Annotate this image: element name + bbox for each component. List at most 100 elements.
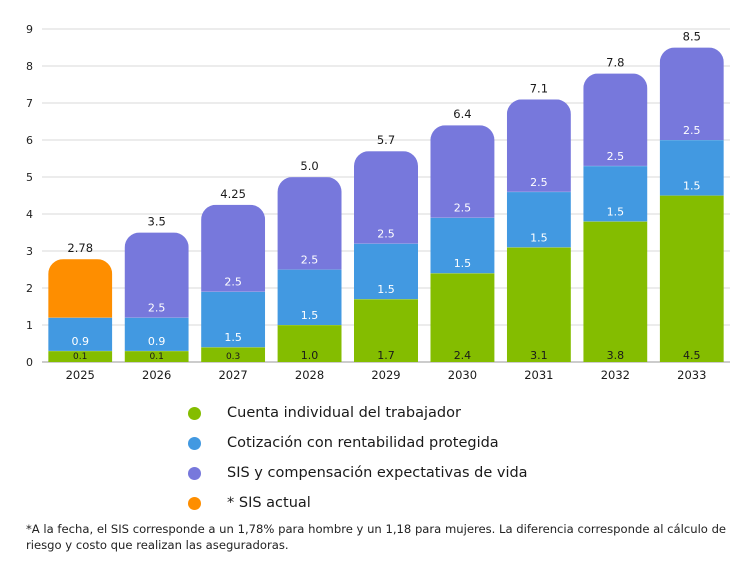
segment-value-label: 2.5 [148, 302, 166, 315]
bar-segment-cuenta [659, 195, 724, 362]
x-tick-label: 2026 [142, 368, 171, 382]
bar-segment-cotizacion [430, 217, 495, 274]
segment-value-label: 0.1 [150, 352, 164, 362]
y-tick-label: 0 [26, 356, 33, 369]
y-tick-label: 3 [26, 245, 33, 258]
segment-value-label: 2.5 [224, 276, 242, 289]
segment-value-label: 4.5 [683, 349, 701, 362]
y-tick-label: 6 [26, 134, 33, 147]
y-tick-label: 1 [26, 319, 33, 332]
legend-swatch-purple [188, 466, 201, 480]
bar-group-2026 [124, 232, 189, 362]
bar-segment-sis-compensacion [277, 177, 342, 270]
bar-segment-cotizacion [354, 243, 418, 300]
y-tick-label: 4 [26, 208, 33, 221]
segment-value-label: 0.9 [148, 335, 166, 348]
x-tick-label: 2025 [66, 368, 95, 382]
segment-value-label: 1.5 [607, 205, 625, 218]
x-tick-label: 2031 [524, 368, 553, 382]
segment-value-label: 2.4 [454, 349, 472, 362]
chart-legend: Cuenta individual del trabajador Cotizac… [188, 398, 528, 518]
bar-segment-sis-compensacion [430, 125, 495, 218]
x-tick-label: 2032 [601, 368, 630, 382]
y-tick-label: 2 [26, 282, 33, 295]
bar-total-label: 8.5 [683, 30, 701, 44]
bar-segment-sis-compensacion [201, 204, 266, 292]
bar-segment-cuenta [201, 347, 266, 362]
bar-segment-cuenta [583, 221, 648, 362]
bar-total-label: 7.8 [606, 55, 624, 69]
segment-value-label: 1.5 [301, 309, 319, 322]
segment-value-label: 3.1 [530, 349, 548, 362]
segment-value-label: 2.5 [377, 228, 395, 241]
bar-segment-cotizacion [201, 291, 266, 348]
legend-item-cotizacion: Cotización con rentabilidad protegida [188, 428, 528, 458]
bar-group-2027 [201, 204, 266, 362]
bar-segment-cotizacion [659, 140, 724, 196]
bar-group-2033 [659, 47, 724, 362]
legend-label: Cuenta individual del trabajador [227, 405, 461, 421]
bar-segment-cotizacion [48, 317, 113, 351]
bar-segment-sis-compensacion [583, 73, 648, 166]
bar-segment-sis-compensacion [354, 151, 418, 244]
bar-group-2032 [583, 73, 648, 362]
legend-swatch-green [188, 406, 201, 420]
bar-total-label: 6.4 [453, 107, 471, 121]
x-tick-label: 2028 [295, 368, 324, 382]
y-tick-label: 8 [26, 60, 33, 73]
segment-value-label: 0.1 [73, 352, 87, 362]
legend-swatch-orange [188, 496, 201, 510]
legend-swatch-blue [188, 436, 201, 450]
legend-label: SIS y compensación expectativas de vida [227, 465, 528, 481]
segment-value-label: 1.5 [683, 180, 701, 193]
legend-item-sis-actual: * SIS actual [188, 488, 528, 518]
segment-value-label: 1.5 [530, 231, 548, 244]
bar-group-2029 [354, 151, 418, 362]
segment-value-label: 2.5 [454, 202, 472, 215]
chart-bars: 0.1 0.9 2.78 0.1 0.9 2.5 3.5 0.3 1.5 2.5 4.25 1.0 1.… [48, 30, 724, 362]
bar-total-label: 5.0 [300, 159, 318, 173]
y-tick-label: 7 [26, 97, 33, 110]
bar-group-2028 [277, 177, 342, 362]
x-axis: 2025 2026 2027 2028 2029 2030 2031 2032 2033 [66, 368, 707, 382]
bar-segment-cuenta [277, 325, 342, 362]
bar-segment-sis-actual [48, 259, 113, 318]
segment-value-label: 2.5 [530, 176, 548, 189]
bar-segment-cotizacion [506, 191, 571, 248]
legend-item-cuenta-individual: Cuenta individual del trabajador [188, 398, 528, 428]
bar-segment-sis-compensacion [506, 99, 571, 192]
bar-group-2025 [48, 259, 113, 362]
segment-value-label: 1.0 [301, 349, 319, 362]
bar-segment-sis-compensacion [124, 232, 189, 318]
segment-value-label: 0.9 [71, 335, 89, 348]
bar-segment-cotizacion [124, 317, 189, 351]
x-tick-label: 2030 [448, 368, 477, 382]
bar-segment-cuenta [430, 273, 495, 362]
segment-value-label: 1.7 [377, 349, 395, 362]
segment-value-label: 1.5 [454, 257, 472, 270]
segment-value-label: 1.5 [224, 331, 242, 344]
bar-group-2030 [430, 125, 495, 362]
y-axis: 0 1 2 3 4 5 6 7 8 9 [26, 23, 33, 369]
x-tick-label: 2033 [677, 368, 706, 382]
bar-segment-cuenta [124, 350, 189, 362]
bar-total-label: 3.5 [148, 215, 166, 229]
bar-segment-cuenta [48, 350, 113, 362]
bar-segment-cotizacion [277, 269, 342, 325]
segment-value-label: 1.5 [377, 283, 395, 296]
legend-label: * SIS actual [227, 495, 311, 511]
bar-total-label: 5.7 [377, 133, 395, 147]
bar-total-label: 2.78 [67, 241, 93, 255]
footnote: *A la fecha, el SIS corresponde a un 1,7… [26, 522, 727, 552]
segment-value-label: 0.3 [226, 352, 240, 362]
x-tick-label: 2027 [218, 368, 247, 382]
x-tick-label: 2029 [371, 368, 400, 382]
bar-segment-sis-compensacion [659, 47, 724, 140]
bar-group-2031 [506, 99, 571, 362]
legend-item-sis-compensacion: SIS y compensación expectativas de vida [188, 458, 528, 488]
segment-value-label: 2.5 [607, 150, 625, 163]
bar-segment-cuenta [506, 247, 571, 362]
segment-value-label: 3.8 [607, 349, 625, 362]
bar-total-label: 7.1 [530, 81, 548, 95]
segment-value-label: 2.5 [683, 124, 701, 137]
